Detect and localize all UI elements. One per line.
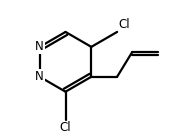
Text: N: N xyxy=(35,40,44,53)
Text: Cl: Cl xyxy=(60,121,71,134)
Text: N: N xyxy=(35,70,44,83)
Text: Cl: Cl xyxy=(118,18,130,31)
